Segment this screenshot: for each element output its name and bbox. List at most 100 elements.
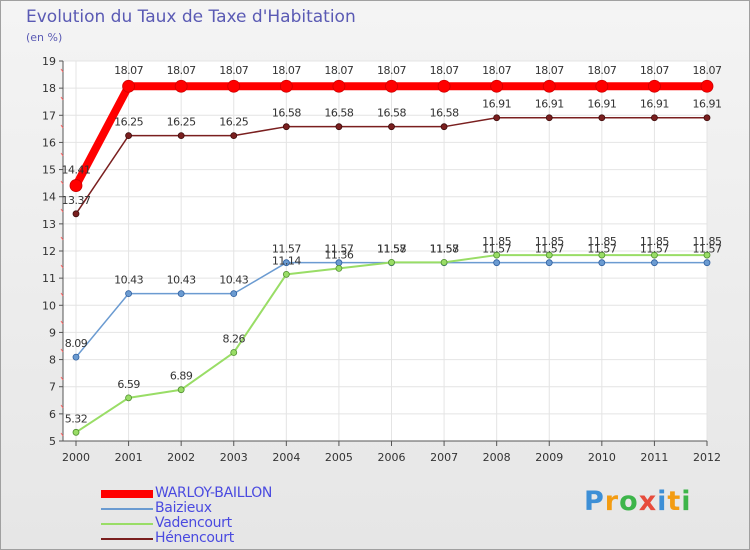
data-label: 18.07 — [482, 64, 511, 77]
data-point — [703, 114, 711, 122]
data-labels: 14.41 18.07 18.07 18.07 18.07 18.07 18.07 18.07… — [62, 64, 723, 425]
data-label: 11.57 — [430, 243, 459, 256]
axis-dash — [60, 348, 64, 353]
data-point — [332, 79, 346, 93]
data-label: 11.36 — [324, 248, 353, 261]
x-tick-label: 2006 — [378, 451, 406, 464]
data-label: 11.85 — [535, 235, 564, 248]
x-tick-label: 2002 — [167, 451, 195, 464]
y-tick-label: 10 — [42, 299, 56, 312]
data-label: 8.09 — [65, 337, 88, 350]
data-label: 11.85 — [482, 235, 511, 248]
data-point — [703, 251, 711, 259]
x-tick-label: 2011 — [640, 451, 668, 464]
y-tick-label: 6 — [49, 408, 56, 421]
axis-dash — [60, 124, 64, 129]
logo-letter: P — [584, 486, 605, 517]
data-point — [545, 259, 553, 267]
axis-dash — [60, 320, 64, 325]
data-point — [388, 258, 395, 266]
y-tick-label: 13 — [42, 218, 56, 231]
logo-letter: t — [667, 486, 682, 517]
data-label: 16.91 — [535, 98, 564, 111]
data-point — [335, 264, 343, 272]
data-label: 8.26 — [223, 333, 246, 346]
data-label: 6.89 — [170, 370, 193, 383]
data-label: 18.07 — [272, 64, 301, 77]
logo-letter: r — [604, 486, 620, 517]
legend-label: WARLOY-BAILLON — [155, 485, 273, 501]
x-tick-label: 2010 — [588, 451, 616, 464]
data-label: 16.58 — [430, 107, 459, 120]
y-tick-label: 7 — [49, 381, 56, 394]
data-point — [651, 251, 658, 259]
logo-letter: o — [619, 486, 639, 517]
x-tick-label: 2008 — [483, 451, 511, 464]
data-point — [385, 79, 398, 93]
data-point — [440, 258, 448, 266]
data-point — [177, 132, 185, 140]
data-label: 11.57 — [272, 243, 301, 256]
data-point — [125, 132, 132, 140]
data-point — [177, 386, 185, 394]
legend-swatch — [101, 538, 153, 540]
data-label: 16.91 — [693, 98, 722, 111]
data-point — [493, 251, 501, 259]
data-label: 18.07 — [114, 64, 143, 77]
axis-dash — [60, 152, 64, 157]
data-point — [125, 290, 132, 298]
data-point — [335, 123, 343, 131]
legend-swatch — [101, 490, 153, 498]
data-point — [227, 79, 241, 93]
data-label: 16.91 — [482, 98, 511, 111]
data-point — [651, 259, 658, 267]
data-point — [72, 210, 80, 218]
axis-dash — [60, 68, 64, 73]
legend-label: Hénencourt — [155, 530, 234, 546]
chart-title: Evolution du Taux de Taxe d'Habitation — [26, 7, 356, 27]
data-point — [703, 259, 711, 267]
data-point — [279, 79, 293, 93]
y-tick-label: 5 — [49, 435, 56, 448]
data-point — [700, 79, 714, 93]
data-label: 16.58 — [272, 107, 301, 120]
data-label: 11.57 — [640, 243, 669, 256]
y-tick-label: 14 — [42, 191, 56, 204]
data-label: 11.57 — [324, 243, 353, 256]
data-point — [282, 123, 290, 131]
data-label: 6.59 — [117, 378, 140, 391]
data-label: 18.07 — [640, 64, 669, 77]
data-point — [440, 123, 448, 131]
data-label: 16.91 — [640, 98, 669, 111]
x-tick-label: 2005 — [325, 451, 353, 464]
data-point — [490, 79, 504, 93]
data-point — [230, 132, 238, 140]
data-label: 16.91 — [587, 98, 616, 111]
data-label: 16.25 — [114, 116, 143, 129]
data-point — [598, 251, 606, 259]
data-point — [595, 79, 609, 93]
data-label: 18.07 — [587, 64, 616, 77]
legend-swatch — [101, 523, 153, 525]
data-label: 18.07 — [167, 64, 196, 77]
data-point — [437, 79, 451, 93]
data-label: 18.07 — [324, 64, 353, 77]
x-tick-label: 2001 — [115, 451, 143, 464]
data-label: 11.58 — [377, 242, 406, 255]
data-label: 18.07 — [219, 64, 248, 77]
data-point — [648, 79, 661, 93]
x-tick-label: 2012 — [693, 451, 721, 464]
y-tick-label: 15 — [42, 164, 56, 177]
data-point — [598, 114, 606, 122]
data-label: 10.43 — [167, 274, 196, 287]
data-label: 11.85 — [587, 235, 616, 248]
data-label: 16.58 — [377, 107, 406, 120]
data-point — [493, 114, 501, 122]
data-point — [282, 270, 290, 278]
y-tick-label: 8 — [49, 354, 56, 367]
y-tick-label: 12 — [42, 245, 56, 258]
x-tick-label: 2009 — [535, 451, 563, 464]
data-label: 11.58 — [430, 242, 459, 255]
data-point — [542, 79, 556, 93]
